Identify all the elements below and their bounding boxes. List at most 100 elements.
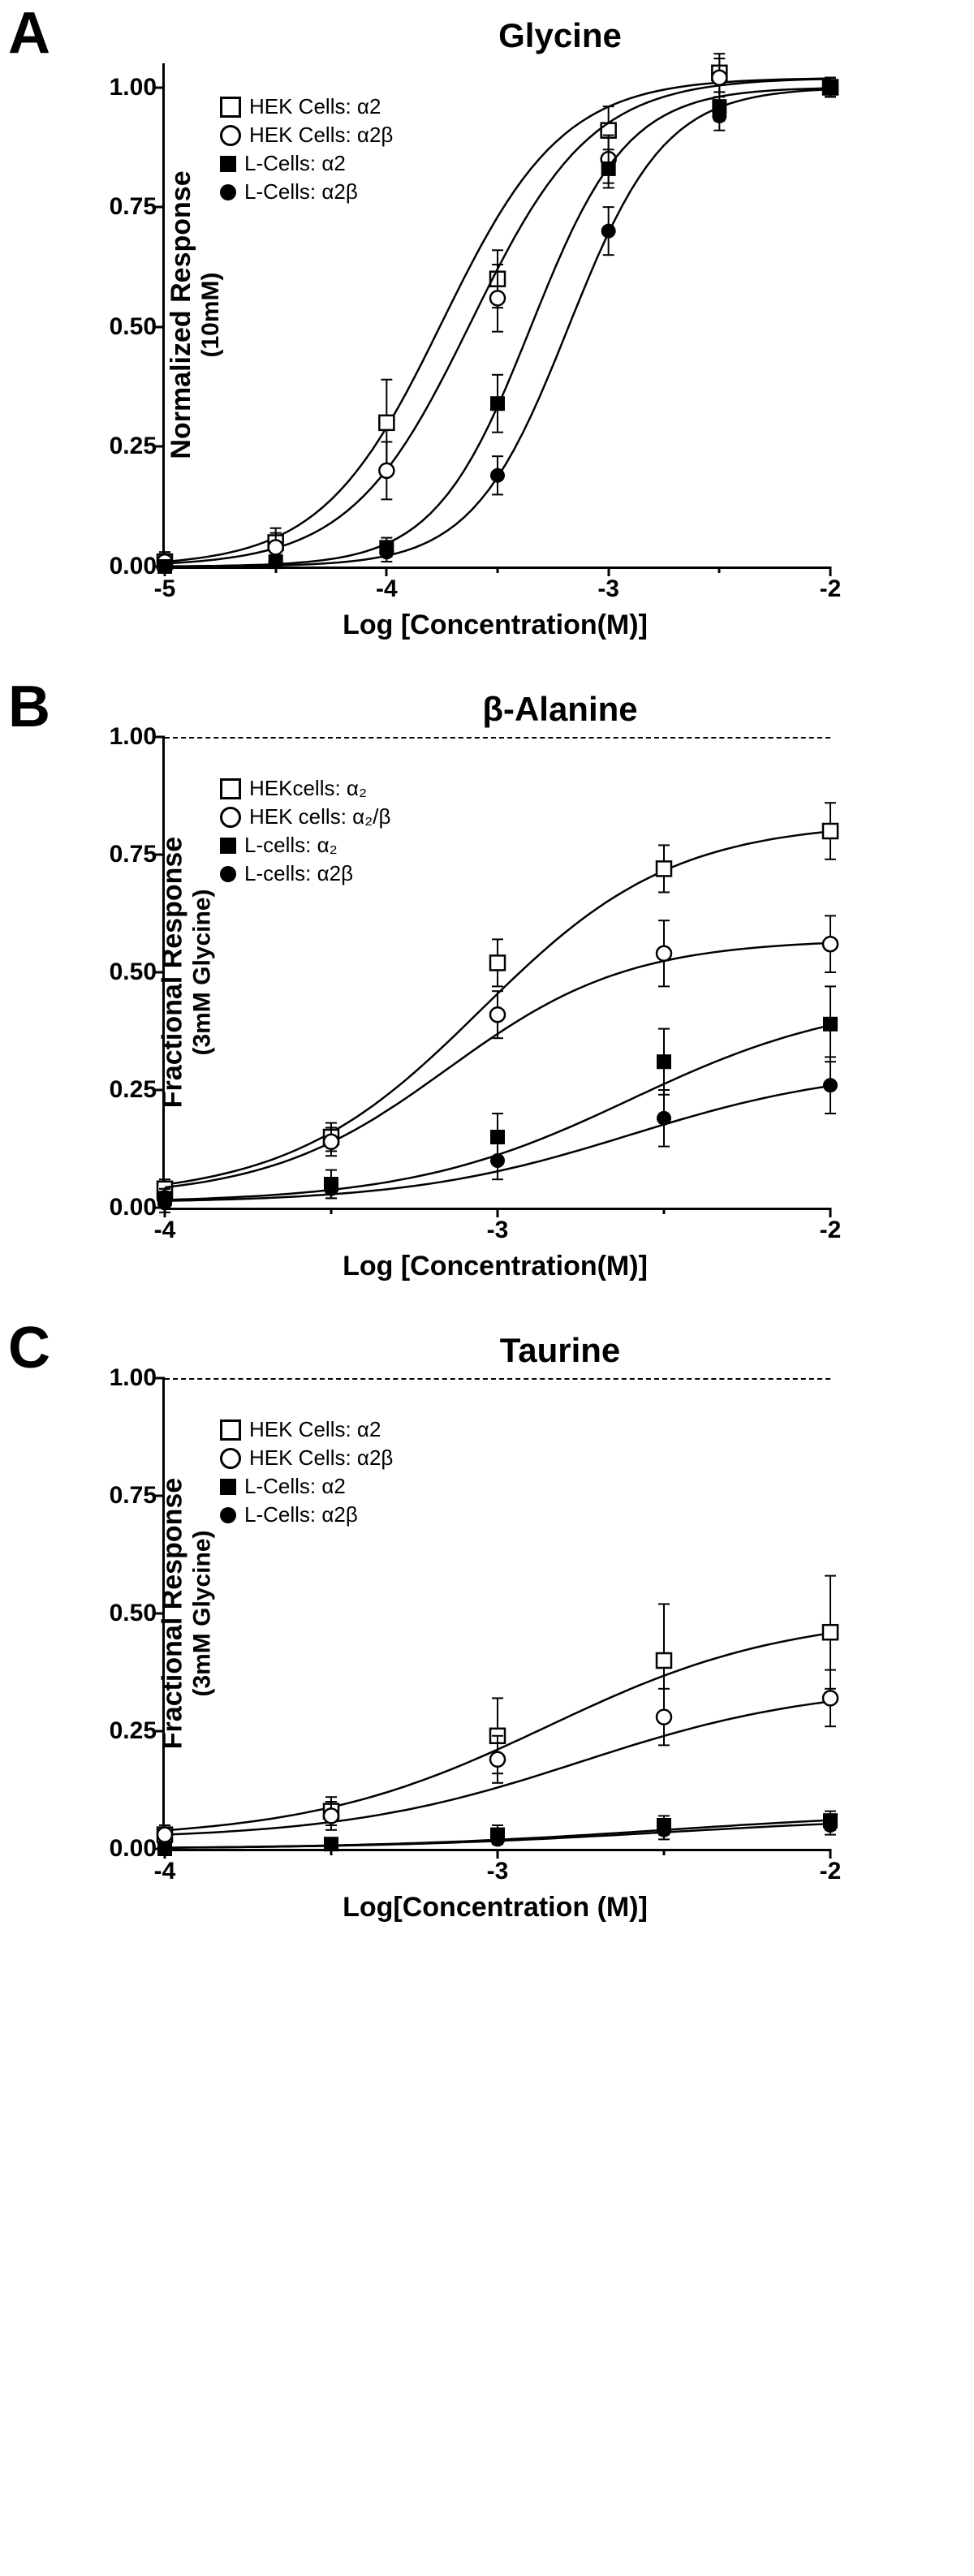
panel-letter: C (8, 1315, 50, 1381)
legend-marker-icon (220, 1448, 241, 1469)
ytick-mark (155, 206, 165, 209)
chart-area: 0.000.250.500.751.00-4-3-2HEK Cells: α2H… (162, 1378, 830, 1851)
y-axis-label: Normalized Response(10mM) (166, 170, 225, 459)
legend-marker-icon (220, 1479, 236, 1495)
legend-item: L-Cells: α2β (220, 179, 393, 205)
legend-label: HEK cells: α₂/β (249, 804, 390, 829)
ytick-label: 1.00 (108, 723, 157, 751)
xtick-mark (607, 566, 610, 576)
legend-label: L-cells: α2β (244, 861, 353, 886)
chart-area: 0.000.250.500.751.00-4-3-2HEKcells: α₂HE… (162, 737, 830, 1210)
legend-marker-icon (220, 1419, 241, 1441)
legend-label: HEK Cells: α2 (249, 94, 381, 119)
xtick-label: -4 (154, 1217, 176, 1244)
legend-marker-icon (220, 778, 241, 799)
xtick-mark (830, 1849, 832, 1859)
xtick-minor (663, 1849, 666, 1855)
legend-marker-icon (220, 125, 241, 146)
legend-marker-icon (220, 866, 236, 882)
legend-label: L-cells: α₂ (244, 833, 338, 858)
xtick-mark (386, 566, 388, 576)
xtick-mark (830, 1208, 832, 1217)
y-axis-label: Fractional Response(3mM Glycine) (157, 1478, 217, 1749)
legend-label: HEK Cells: α2 (249, 1417, 381, 1442)
legend-label: HEK Cells: α2β (249, 1445, 393, 1471)
xtick-label: -3 (597, 575, 619, 603)
panel-letter: A (8, 0, 50, 67)
panel-title: Glycine (162, 16, 958, 55)
ytick-label: 1.00 (108, 74, 157, 101)
legend-item: HEK cells: α₂/β (220, 804, 390, 829)
chart-wrap: 0.000.250.500.751.00-4-3-2HEKcells: α₂HE… (162, 737, 828, 1282)
xtick-label: -2 (820, 1217, 842, 1244)
xtick-mark (830, 566, 832, 576)
legend-marker-icon (220, 156, 236, 172)
legend-item: HEK Cells: α2β (220, 123, 393, 148)
ytick-label: 0.00 (108, 553, 157, 580)
xtick-mark (497, 1208, 499, 1217)
ytick-label: 1.00 (108, 1364, 157, 1392)
legend: HEK Cells: α2 HEK Cells: α2β L-Cells: α2 L-… (213, 1411, 399, 1537)
panel-C: CTaurine0.000.250.500.751.00-4-3-2HEK Ce… (16, 1331, 958, 1923)
legend-item: L-cells: α2β (220, 861, 390, 886)
ytick-label: 0.75 (108, 193, 157, 221)
xtick-label: -3 (487, 1858, 509, 1885)
ytick-label: 0.25 (108, 1717, 157, 1745)
legend-item: HEK Cells: α2β (220, 1445, 393, 1471)
xtick-label: -4 (154, 1858, 176, 1885)
legend-item: L-Cells: α2β (220, 1502, 393, 1527)
xtick-minor (663, 1208, 666, 1214)
x-axis-label: Log [Concentration(M)] (162, 1251, 828, 1282)
ytick-mark (155, 1377, 165, 1380)
legend-label: L-Cells: α2β (244, 179, 358, 205)
legend-label: L-Cells: α2β (244, 1502, 358, 1527)
xtick-label: -4 (376, 575, 398, 603)
ytick-label: 0.00 (108, 1835, 157, 1863)
xtick-label: -5 (154, 575, 176, 603)
ytick-label: 0.75 (108, 1482, 157, 1510)
panel-letter: B (8, 674, 50, 740)
xtick-mark (497, 1849, 499, 1859)
x-axis-label: Log [Concentration(M)] (162, 610, 828, 641)
xtick-label: -3 (487, 1217, 509, 1244)
chart-wrap: 0.000.250.500.751.00-5-4-3-2HEK Cells: α… (162, 63, 828, 641)
legend-marker-icon (220, 807, 241, 828)
ytick-label: 0.25 (108, 1076, 157, 1104)
ytick-mark (155, 325, 165, 328)
xtick-minor (718, 566, 721, 573)
legend-label: L-Cells: α2 (244, 151, 346, 176)
legend-item: HEK Cells: α2 (220, 1417, 393, 1442)
legend-marker-icon (220, 97, 241, 118)
legend-item: L-cells: α₂ (220, 833, 390, 858)
ytick-label: 0.00 (108, 1194, 157, 1221)
xtick-minor (330, 1208, 333, 1214)
xtick-label: -2 (820, 575, 842, 603)
panel-A: AGlycine0.000.250.500.751.00-5-4-3-2HEK … (16, 16, 958, 641)
x-axis-label: Log[Concentration (M)] (162, 1892, 828, 1923)
legend-item: HEKcells: α₂ (220, 776, 390, 801)
xtick-minor (497, 566, 499, 573)
legend-marker-icon (220, 838, 236, 854)
ytick-label: 0.75 (108, 841, 157, 868)
legend-label: HEKcells: α₂ (249, 776, 367, 801)
chart-wrap: 0.000.250.500.751.00-4-3-2HEK Cells: α2H… (162, 1378, 828, 1923)
legend-item: L-Cells: α2 (220, 1474, 393, 1499)
legend-item: L-Cells: α2 (220, 151, 393, 176)
ytick-label: 0.50 (108, 313, 157, 341)
panel-title: β-Alanine (162, 690, 958, 729)
ytick-label: 0.50 (108, 958, 157, 986)
figure: AGlycine0.000.250.500.751.00-5-4-3-2HEK … (16, 16, 958, 1923)
legend-marker-icon (220, 1507, 236, 1523)
ytick-label: 0.25 (108, 433, 157, 460)
panel-B: Bβ-Alanine0.000.250.500.751.00-4-3-2HEKc… (16, 690, 958, 1282)
legend-item: HEK Cells: α2 (220, 94, 393, 119)
y-axis-label: Fractional Response(3mM Glycine) (157, 837, 217, 1108)
legend: HEKcells: α₂ HEK cells: α₂/β L-cells: α₂ L-… (213, 769, 397, 896)
ytick-mark (155, 736, 165, 739)
legend-label: L-Cells: α2 (244, 1474, 346, 1499)
legend: HEK Cells: α2 HEK Cells: α2β L-Cells: α2 L-… (213, 88, 399, 214)
ytick-label: 0.50 (108, 1600, 157, 1627)
ytick-mark (155, 86, 165, 88)
xtick-label: -2 (820, 1858, 842, 1885)
chart-area: 0.000.250.500.751.00-5-4-3-2HEK Cells: α… (162, 63, 830, 569)
